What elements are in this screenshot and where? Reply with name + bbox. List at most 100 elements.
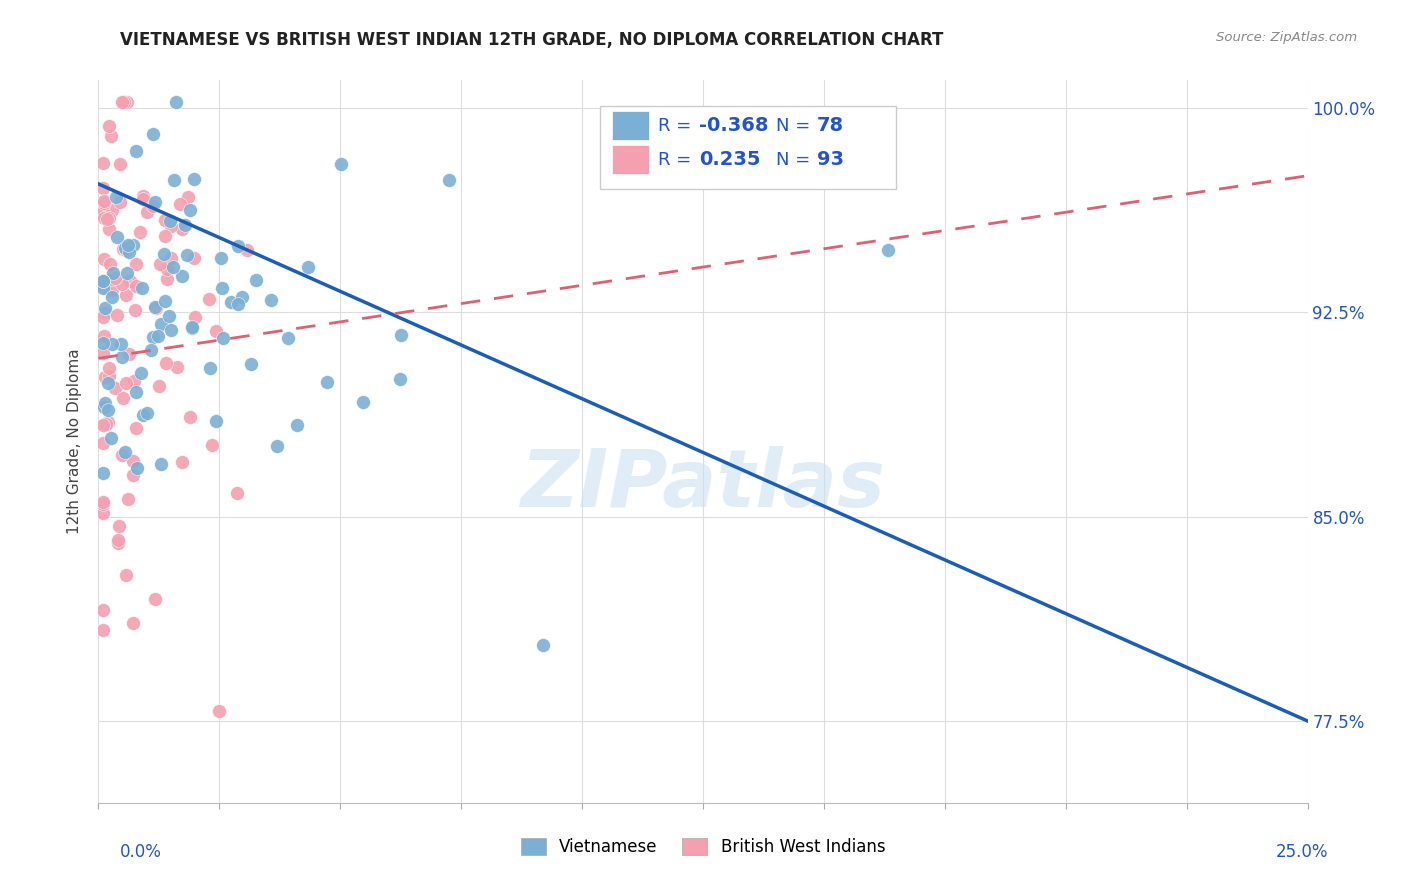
Text: 0.0%: 0.0% bbox=[120, 843, 162, 861]
Point bbox=[100, 431, 122, 445]
Point bbox=[108, 194, 131, 209]
Point bbox=[172, 455, 194, 469]
Point bbox=[114, 244, 136, 258]
Point bbox=[132, 192, 155, 206]
Point bbox=[159, 252, 181, 266]
Text: 0.235: 0.235 bbox=[699, 150, 761, 169]
Point bbox=[94, 301, 117, 316]
Legend: Vietnamese, British West Indians: Vietnamese, British West Indians bbox=[515, 831, 891, 863]
Point bbox=[176, 248, 198, 262]
Point bbox=[93, 329, 115, 343]
Point bbox=[155, 356, 177, 370]
Point bbox=[162, 260, 184, 274]
Point bbox=[111, 391, 134, 405]
Point bbox=[877, 243, 900, 257]
Point bbox=[91, 205, 114, 219]
Text: -0.368: -0.368 bbox=[699, 116, 769, 136]
Point bbox=[122, 615, 145, 630]
Point bbox=[212, 331, 235, 345]
Text: Source: ZipAtlas.com: Source: ZipAtlas.com bbox=[1216, 31, 1357, 45]
Point bbox=[183, 171, 205, 186]
Text: VIETNAMESE VS BRITISH WEST INDIAN 12TH GRADE, NO DIPLOMA CORRELATION CHART: VIETNAMESE VS BRITISH WEST INDIAN 12TH G… bbox=[120, 31, 943, 49]
Point bbox=[124, 257, 146, 271]
Point bbox=[110, 337, 132, 351]
Point bbox=[111, 351, 134, 365]
Point bbox=[107, 536, 129, 550]
Point bbox=[153, 247, 176, 261]
Point bbox=[94, 280, 117, 294]
Point bbox=[135, 406, 157, 420]
Point bbox=[91, 346, 114, 360]
Point bbox=[97, 361, 120, 376]
Point bbox=[153, 213, 176, 227]
Point bbox=[183, 251, 205, 265]
Point bbox=[124, 144, 146, 158]
Point bbox=[159, 214, 181, 228]
Point bbox=[125, 385, 148, 400]
Point bbox=[149, 317, 172, 331]
Point bbox=[97, 376, 120, 390]
Point bbox=[104, 190, 127, 204]
Point bbox=[231, 290, 253, 304]
Point bbox=[122, 467, 145, 482]
Point bbox=[155, 294, 177, 309]
Point bbox=[91, 418, 114, 433]
Point bbox=[159, 219, 181, 233]
Text: R =: R = bbox=[658, 151, 697, 169]
Point bbox=[91, 436, 114, 450]
Point bbox=[208, 705, 231, 719]
Point bbox=[93, 401, 115, 415]
Point bbox=[389, 372, 412, 386]
Point bbox=[104, 271, 127, 285]
Point bbox=[131, 281, 153, 295]
Point bbox=[101, 202, 124, 217]
Point bbox=[111, 449, 134, 463]
Point bbox=[389, 328, 412, 343]
Point bbox=[184, 310, 207, 325]
Point bbox=[287, 418, 309, 433]
Point bbox=[93, 211, 115, 225]
Text: R =: R = bbox=[658, 117, 697, 135]
Point bbox=[91, 274, 114, 288]
Point bbox=[145, 301, 167, 315]
Point bbox=[97, 403, 120, 417]
Point bbox=[132, 189, 155, 203]
Point bbox=[93, 306, 115, 320]
Point bbox=[122, 374, 145, 388]
Point bbox=[91, 623, 114, 637]
Point bbox=[173, 219, 195, 233]
Point bbox=[91, 274, 114, 288]
Point bbox=[111, 277, 134, 292]
Point bbox=[226, 239, 249, 253]
Point bbox=[112, 95, 135, 109]
Point bbox=[121, 454, 143, 468]
Point bbox=[142, 127, 165, 141]
Point bbox=[107, 533, 129, 548]
Point bbox=[91, 280, 114, 294]
Point bbox=[127, 460, 149, 475]
Point bbox=[91, 310, 114, 325]
Point bbox=[150, 457, 173, 471]
Point bbox=[125, 421, 148, 435]
Point bbox=[201, 438, 224, 452]
Point bbox=[131, 366, 153, 380]
Point bbox=[101, 283, 124, 297]
Point bbox=[117, 245, 139, 260]
Point bbox=[105, 229, 128, 244]
Point bbox=[117, 238, 139, 252]
Point bbox=[149, 257, 172, 271]
Point bbox=[115, 95, 138, 109]
Y-axis label: 12th Grade, No Diploma: 12th Grade, No Diploma bbox=[67, 349, 83, 534]
Point bbox=[531, 638, 554, 652]
Point bbox=[204, 325, 226, 339]
Point bbox=[437, 172, 460, 186]
Point bbox=[97, 119, 120, 133]
Point bbox=[156, 272, 179, 286]
Point bbox=[315, 376, 337, 390]
Point bbox=[266, 439, 288, 453]
Point bbox=[108, 519, 131, 533]
Point bbox=[100, 272, 122, 286]
Point bbox=[211, 281, 233, 295]
Point bbox=[143, 591, 166, 606]
Point bbox=[166, 359, 188, 374]
